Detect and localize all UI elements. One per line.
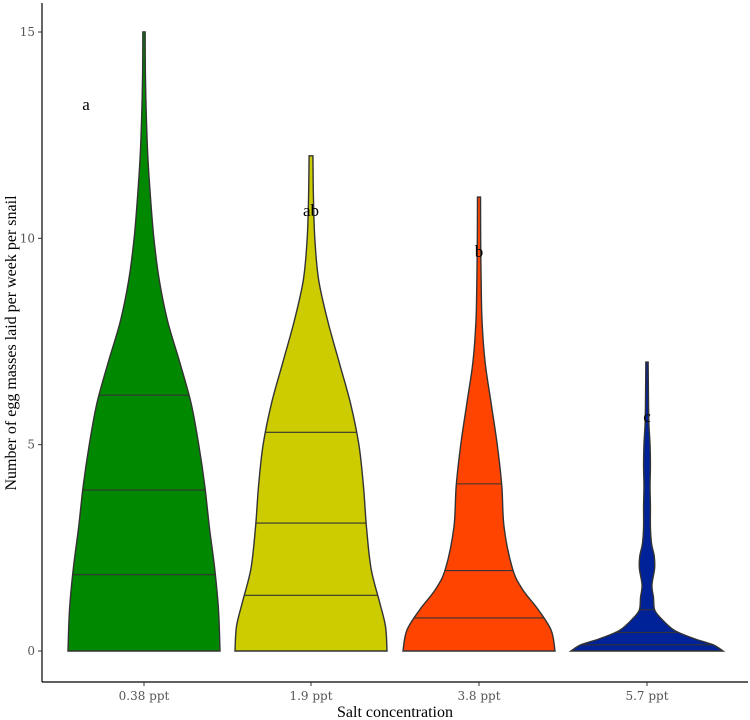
x-tick-label: 0.38 ppt [119, 689, 170, 703]
violin-0-38-ppt [67, 31, 221, 652]
y-ticks-group: 0 5 10 15 [20, 25, 42, 658]
violins-group [67, 31, 726, 652]
quantile-lines-group [72, 394, 714, 646]
y-tick-label: 15 [20, 25, 35, 39]
y-tick-label: 0 [27, 644, 35, 658]
violin-3-8-ppt [402, 196, 556, 652]
y-tick-label: 10 [20, 231, 35, 245]
x-axis-title: Salt concentration [337, 704, 453, 720]
violin-1-9-ppt [234, 155, 388, 652]
axes-group [41, 3, 748, 683]
significance-label: ab [303, 201, 319, 220]
x-tick-label: 5.7 ppt [625, 689, 668, 703]
x-ticks-group: 0.38 ppt 1.9 ppt 3.8 ppt 5.7 ppt [119, 682, 669, 703]
significance-label: b [475, 242, 484, 261]
y-axis-title: Number of egg masses laid per week per s… [3, 195, 20, 491]
violin-5-7-ppt [568, 361, 726, 652]
significance-label: a [82, 95, 90, 114]
x-tick-label: 1.9 ppt [289, 689, 332, 703]
x-tick-label: 3.8 ppt [457, 689, 500, 703]
significance-label: c [643, 407, 651, 426]
y-tick-label: 5 [27, 438, 35, 452]
significance-labels-group: a ab b c [82, 95, 651, 426]
